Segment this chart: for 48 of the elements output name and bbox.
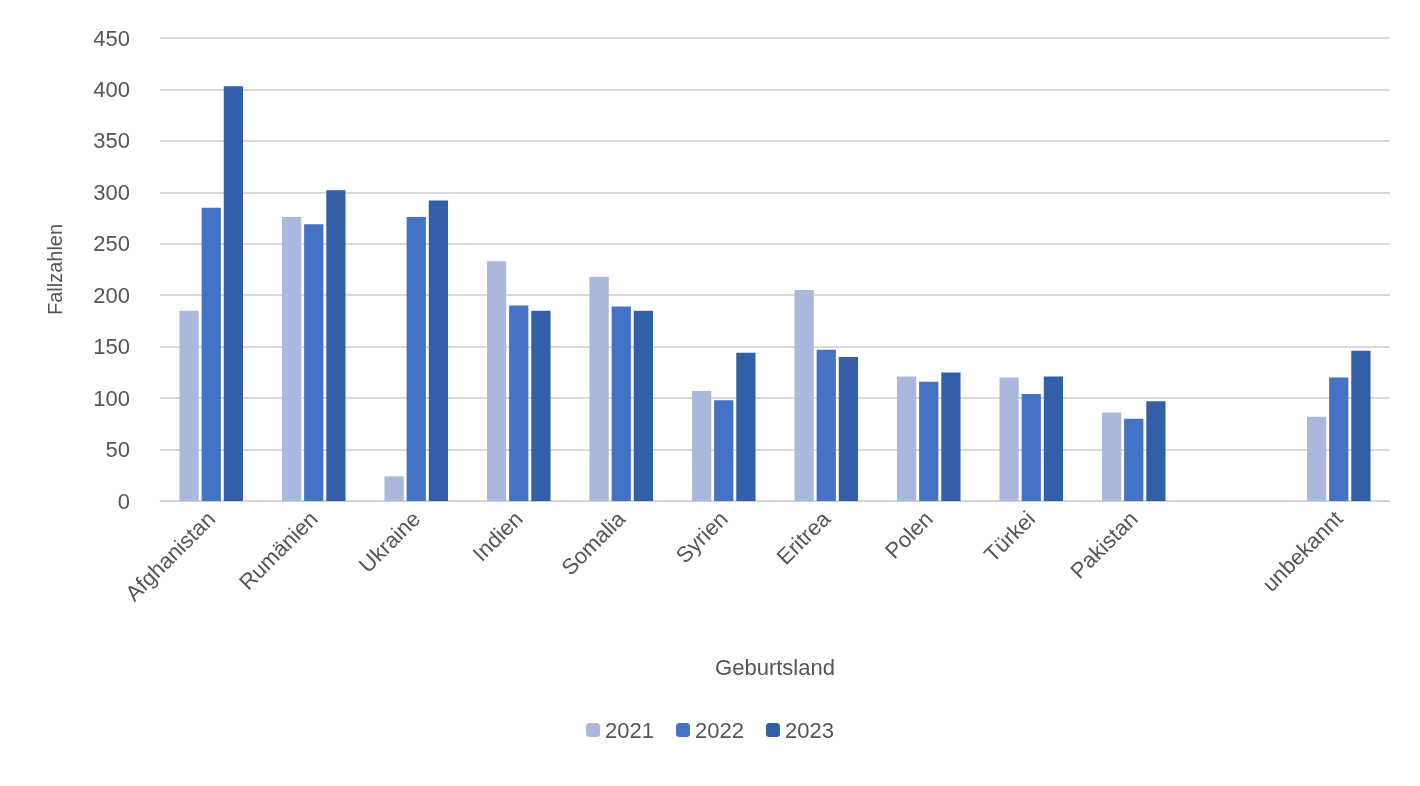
bar (406, 217, 426, 501)
y-tick-label: 0 (117, 488, 130, 514)
y-axis-title: Fallzahlen (44, 223, 66, 316)
bar (223, 86, 244, 501)
bar (691, 390, 712, 501)
bar (611, 306, 631, 501)
y-tick-label: 300 (93, 179, 130, 205)
bar (509, 305, 529, 501)
bar (1021, 394, 1041, 501)
bar (384, 476, 404, 501)
bar (838, 356, 859, 501)
y-tick-label: 150 (93, 334, 130, 360)
bar (1101, 412, 1122, 501)
legend-label: 2021 (605, 717, 655, 743)
y-tick-label: 100 (93, 385, 130, 411)
legend-label: 2022 (695, 717, 744, 743)
bar (304, 224, 324, 501)
bar (633, 310, 654, 501)
bar (1124, 418, 1144, 501)
y-tick-label: 400 (93, 76, 130, 102)
x-axis-title: Geburtsland (715, 654, 835, 680)
y-tick-label: 200 (93, 282, 130, 308)
y-tick-label: 450 (93, 25, 130, 51)
bar (589, 276, 609, 501)
bar (179, 310, 199, 501)
bar (919, 381, 939, 501)
bar (941, 372, 961, 501)
y-tick-label: 50 (105, 437, 130, 463)
bar (1329, 377, 1349, 501)
bar (714, 400, 734, 501)
bar (736, 352, 756, 501)
bar (486, 261, 507, 501)
bar (794, 290, 814, 501)
bar (201, 207, 221, 501)
y-tick-label: 250 (93, 231, 130, 257)
bar (326, 190, 346, 501)
bar (999, 377, 1019, 501)
bar (1043, 376, 1064, 501)
bar (281, 217, 302, 501)
y-tick-label: 350 (93, 128, 130, 154)
bar (1306, 416, 1327, 501)
bar (816, 349, 836, 501)
bar (1351, 350, 1371, 501)
bar (531, 310, 551, 501)
legend-label: 2023 (784, 717, 834, 743)
bar (428, 200, 449, 501)
bar (1146, 401, 1166, 501)
bar (896, 376, 917, 501)
